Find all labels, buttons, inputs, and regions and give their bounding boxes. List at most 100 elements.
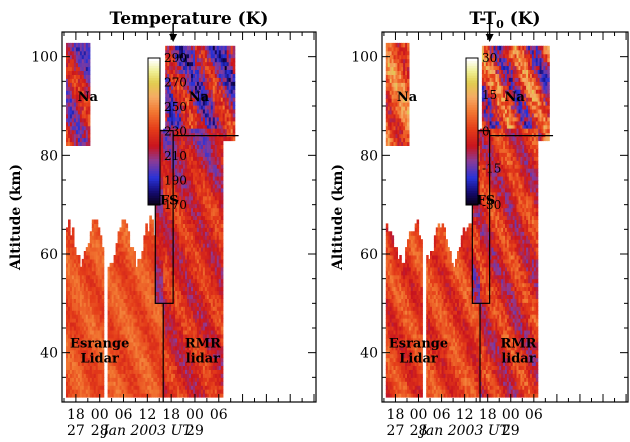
field-cell: [66, 318, 69, 323]
field-cell: [198, 266, 202, 272]
field-cell: [220, 89, 224, 94]
field-cell: [230, 128, 234, 134]
field-cell: [206, 239, 210, 244]
field-cell: [179, 65, 182, 70]
field-cell: [85, 330, 89, 335]
field-cell: [165, 101, 168, 106]
field-cell: [193, 298, 196, 303]
field-cell: [198, 77, 202, 82]
field-cell: [155, 337, 158, 343]
field-cell: [218, 124, 222, 130]
field-cell: [73, 389, 77, 394]
field-cell: [161, 184, 164, 190]
field-cell: [200, 176, 204, 181]
field-cell: [206, 274, 210, 280]
field-cell: [135, 310, 138, 315]
field-cell: [85, 393, 89, 398]
field-cell: [151, 393, 154, 398]
field-cell: [135, 286, 138, 292]
field-cell: [206, 282, 210, 288]
field-cell: [75, 94, 79, 99]
field-cell: [147, 310, 150, 315]
field-cell: [189, 195, 192, 201]
field-cell: [69, 129, 73, 135]
field-cell: [101, 322, 105, 327]
field-cell: [169, 101, 172, 106]
field-cell: [113, 302, 117, 307]
field-cell: [193, 164, 196, 169]
field-cell: [99, 353, 103, 359]
field-cell: [175, 341, 178, 347]
field-cell: [177, 116, 180, 122]
field-cell: [95, 377, 99, 382]
field-cell: [73, 306, 77, 311]
field-cell: [125, 361, 129, 366]
field-cell: [93, 266, 97, 272]
field-cell: [177, 365, 180, 370]
field-cell: [185, 322, 188, 327]
field-cell: [119, 258, 123, 264]
field-cell: [91, 270, 95, 276]
field-cell: [196, 243, 200, 248]
field-cell: [109, 330, 113, 335]
field-cell: [169, 223, 172, 228]
field-cell: [193, 270, 196, 276]
field-cell: [204, 306, 208, 311]
field-cell: [196, 373, 200, 378]
field-cell: [93, 223, 97, 228]
field-cell: [196, 215, 200, 220]
field-cell: [200, 180, 204, 185]
field-cell: [97, 298, 101, 303]
field-cell: [196, 156, 200, 161]
field-cell: [107, 361, 111, 366]
field-cell: [66, 373, 69, 378]
field-cell: [151, 310, 154, 315]
field-cell: [85, 262, 89, 268]
field-cell: [75, 102, 79, 107]
field-cell: [228, 109, 232, 114]
field-cell: [71, 129, 75, 135]
field-cell: [157, 330, 160, 335]
field-cell: [161, 157, 164, 162]
field-cell: [101, 393, 105, 398]
field-cell: [218, 112, 222, 118]
field-cell: [157, 228, 160, 233]
field-cell: [202, 341, 206, 347]
field-cell: [125, 393, 129, 398]
field-cell: [97, 393, 101, 398]
field-cell: [171, 306, 174, 311]
field-cell: [79, 133, 83, 139]
field-cell: [131, 270, 135, 276]
field-cell: [179, 318, 182, 323]
field-cell: [77, 86, 81, 91]
field-cell: [99, 330, 103, 335]
field-cell: [93, 393, 97, 398]
field-cell: [187, 176, 190, 181]
field-cell: [87, 282, 91, 288]
field-cell: [95, 294, 99, 299]
field-cell: [200, 195, 204, 201]
field-cell: [198, 341, 202, 347]
field-cell: [198, 105, 202, 110]
field-cell: [191, 49, 194, 55]
field-cell: [71, 42, 75, 48]
field-cell: [119, 357, 123, 363]
field-cell: [115, 247, 119, 252]
field-cell: [97, 389, 101, 394]
field-cell: [214, 65, 218, 70]
field-cell: [171, 333, 174, 339]
field-cell: [77, 141, 81, 146]
field-cell: [224, 53, 228, 59]
field-cell: [85, 106, 89, 111]
field-cell: [204, 274, 208, 280]
field-cell: [161, 196, 164, 202]
field-cell: [202, 105, 206, 110]
field-cell: [185, 203, 188, 209]
field-cell: [129, 373, 133, 378]
field-cell: [87, 125, 91, 131]
field-cell: [222, 136, 226, 142]
field-cell: [121, 349, 125, 355]
field-cell: [135, 353, 138, 359]
field-cell: [73, 133, 77, 139]
field-cell: [109, 353, 113, 359]
